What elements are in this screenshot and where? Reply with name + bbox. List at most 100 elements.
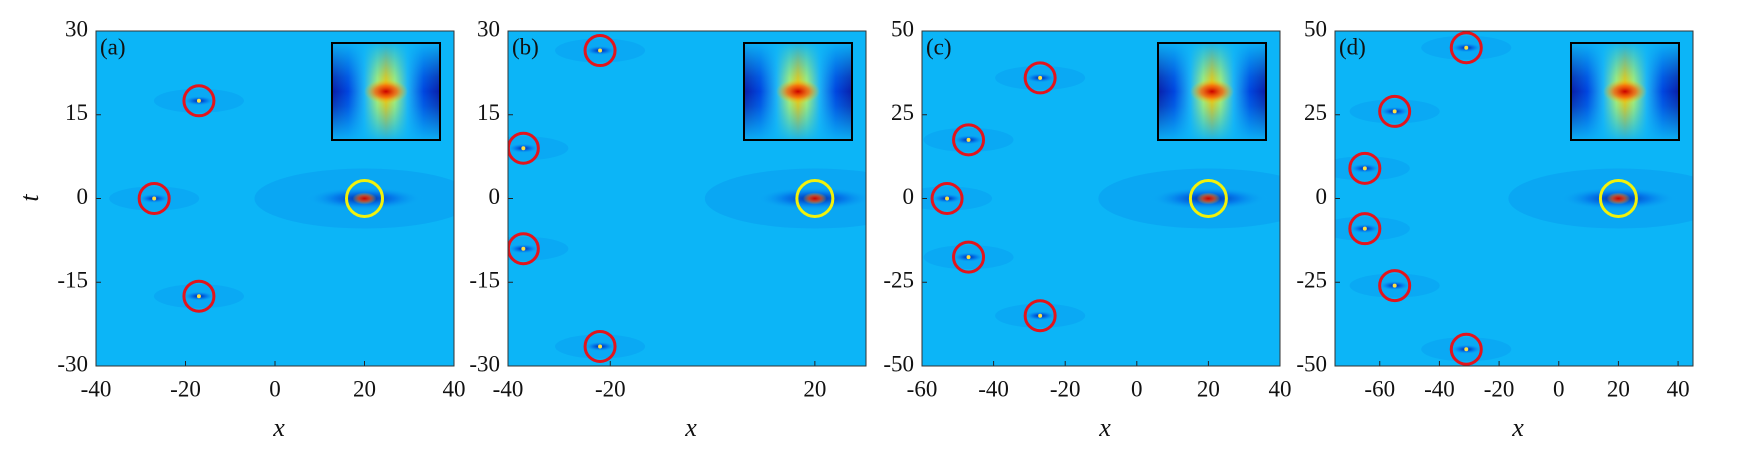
field-dot [1392,283,1397,288]
field-core [1196,192,1221,205]
x-tick-label: 0 [269,376,281,401]
field-dot [521,246,526,251]
y-tick-label: 30 [477,16,500,41]
highlight-marker [795,179,835,218]
inset-core [1603,79,1647,104]
panel: -60 -40 -20 0 20 40 -50 -25 0 25 50 (d) x [1296,16,1694,442]
field-dot [945,196,950,201]
point-marker [1023,61,1057,95]
point-marker [182,84,216,118]
x-tick-label: -60 [907,376,938,401]
field-dot [1464,45,1469,50]
point-marker [182,279,216,313]
point-marker [1378,269,1412,303]
plot-frame [507,30,867,367]
y-tick-label: -15 [469,268,500,293]
y-tick-label: -25 [1296,268,1327,293]
y-tick-label: 30 [65,16,88,41]
plot-area [508,34,866,363]
y-tick-label: 50 [891,16,914,41]
plot-frame [921,30,1281,367]
field-dot [966,255,971,260]
field-dot [1392,109,1397,114]
x-tick-label: -20 [595,376,626,401]
x-axis-label: x [272,413,285,442]
field-core [802,192,827,205]
point-marker [1348,151,1382,185]
highlight-marker [345,179,384,218]
field-dot [1362,166,1367,171]
x-tick-label: -60 [1364,376,1395,401]
y-axis-label: t [15,194,44,202]
panel-label: (d) [1339,34,1366,59]
inset-frame [1157,42,1267,141]
x-tick-label: 20 [1197,376,1220,401]
plot-frame [95,30,455,367]
x-tick-label: 20 [353,376,376,401]
y-tick-label: 0 [77,184,89,209]
x-tick-label: -20 [170,376,201,401]
x-tick-label: 40 [1667,376,1690,401]
point-marker [1348,212,1382,246]
point-marker [583,329,617,363]
point-marker [952,123,986,157]
x-tick-label: 20 [803,376,826,401]
y-tick-label: -15 [57,268,88,293]
panel-label: (c) [926,34,952,59]
point-marker [137,182,171,215]
field-dot [598,344,603,349]
inset-frame [1570,42,1680,141]
field-dot [966,137,971,142]
y-tick-label: 15 [477,100,500,125]
field-dot [1038,75,1043,80]
point-marker [583,34,617,68]
y-tick-label: -50 [1296,351,1327,376]
x-axis-label: x [1098,413,1111,442]
x-tick-label: 40 [443,376,466,401]
y-tick-label: 15 [65,100,88,125]
y-tick-label: 0 [1316,184,1328,209]
field-dot [196,98,201,103]
x-tick-label: -40 [81,376,112,401]
point-marker [1378,94,1412,128]
field-dot [152,196,157,201]
field-core [352,192,377,205]
x-axis-label: x [684,413,697,442]
x-tick-label: -40 [1424,376,1455,401]
plot-area [922,61,1280,333]
inset-core [364,79,408,104]
point-marker [1449,31,1483,65]
x-tick-label: -20 [1050,376,1081,401]
field-dot [1464,347,1469,352]
point-marker [930,182,964,215]
inset-core [1190,79,1234,104]
y-tick-label: -50 [883,351,914,376]
field-dot [521,146,526,151]
x-tick-label: -20 [1484,376,1515,401]
inset-core [776,79,820,104]
x-tick-label: 40 [1269,376,1292,401]
plot-frame [1334,30,1694,367]
highlight-marker [1188,179,1228,218]
panel: -40 -20 20 -30 -15 0 15 30 (b) x [469,16,867,442]
y-tick-label: 25 [1304,100,1327,125]
x-tick-label: -40 [493,376,524,401]
panel-label: (a) [100,34,126,59]
y-tick-label: -30 [469,351,500,376]
y-tick-label: -30 [57,351,88,376]
y-tick-label: 50 [1304,16,1327,41]
field-dot [196,294,201,299]
plot-area [1335,31,1693,366]
field-dot [1362,226,1367,231]
x-tick-label: 0 [1131,376,1143,401]
x-axis-label: x [1511,413,1524,442]
point-marker [952,240,986,274]
highlight-marker [1598,179,1638,218]
field-dot [598,48,603,53]
field-dot [1038,313,1043,318]
plot-area [109,84,454,313]
field-core [1606,192,1631,205]
panel-label: (b) [512,34,539,59]
panel: -40 -20 0 20 40 -30 -15 0 15 30 (a) x t [15,16,466,442]
